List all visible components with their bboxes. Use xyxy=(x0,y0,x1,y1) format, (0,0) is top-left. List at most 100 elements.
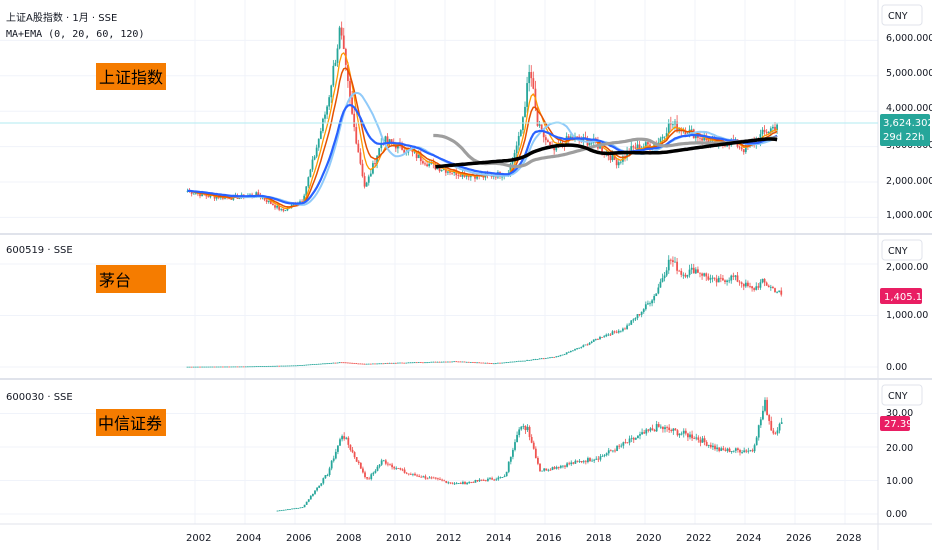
candle-body xyxy=(422,161,424,164)
price-label-bg[interactable] xyxy=(880,288,922,304)
indicator-legend[interactable]: MA+EMA (0, 20, 60, 120) xyxy=(6,29,144,40)
candle-body xyxy=(494,363,497,365)
candle-body xyxy=(740,282,743,284)
candle-body xyxy=(544,137,547,141)
candle-body xyxy=(215,196,218,199)
candle-body xyxy=(424,476,427,479)
candle-body xyxy=(597,458,600,460)
candle-body xyxy=(340,27,343,36)
symbol-title[interactable]: 上证A股指数 · 1月 · SSE xyxy=(6,11,117,24)
candle-body xyxy=(682,274,685,276)
candle-body xyxy=(409,362,412,364)
candle-body xyxy=(551,357,553,358)
candle-body xyxy=(765,282,768,286)
candle-body xyxy=(509,361,512,363)
candle-body xyxy=(622,442,625,446)
candle-body xyxy=(201,366,203,368)
candle-body xyxy=(553,467,556,469)
candle-body xyxy=(601,455,604,457)
candle-body xyxy=(420,476,423,478)
candle-body xyxy=(428,477,431,479)
candle-body xyxy=(512,449,514,457)
candle-body xyxy=(509,163,512,174)
x-tick-label: 2012 xyxy=(436,533,461,544)
candle-body xyxy=(659,426,662,428)
symbol-title[interactable]: 600030 · SSE xyxy=(6,392,73,403)
candle-body xyxy=(574,460,577,464)
candle-body xyxy=(726,144,728,147)
candle-body xyxy=(555,467,558,469)
candle-body xyxy=(759,419,762,426)
candle-body xyxy=(207,196,210,198)
candle-body xyxy=(484,362,487,364)
candle-body xyxy=(384,460,387,464)
x-tick-label: 2016 xyxy=(536,533,561,544)
candle-body xyxy=(684,130,687,135)
countdown-label: 29d 22h xyxy=(883,132,924,143)
candle-body xyxy=(415,362,418,364)
candle-body xyxy=(513,361,516,363)
candle-body xyxy=(234,366,237,368)
candle-body xyxy=(355,457,358,462)
candle-body xyxy=(562,465,564,467)
currency-badge[interactable] xyxy=(881,4,923,26)
candle-body xyxy=(569,136,572,139)
currency-label: CNY xyxy=(888,391,908,402)
candle-body xyxy=(716,447,718,450)
candle-body xyxy=(517,360,520,362)
candle-body xyxy=(444,169,447,173)
candle-body xyxy=(488,363,491,364)
candle-body xyxy=(267,365,270,367)
y-tick-label: 6,000.0000 xyxy=(886,33,932,44)
candle-body xyxy=(332,458,335,461)
candle-body xyxy=(263,197,266,200)
candle-body xyxy=(620,445,623,447)
candle-body xyxy=(464,481,466,485)
candle-body xyxy=(407,473,410,475)
candle-body xyxy=(511,361,514,363)
candle-body xyxy=(274,365,276,367)
candle-body xyxy=(388,362,391,364)
price-label-bg[interactable] xyxy=(880,416,910,431)
currency-badge[interactable] xyxy=(881,239,923,261)
candle-body xyxy=(317,363,320,365)
candle-body xyxy=(322,118,324,132)
candle-body xyxy=(292,365,295,367)
candle-body xyxy=(580,347,583,348)
candle-body xyxy=(393,467,396,469)
candle-body xyxy=(764,399,766,411)
candle-body xyxy=(305,186,308,196)
candle-body xyxy=(605,334,608,337)
candle-body xyxy=(747,450,750,452)
candle-body xyxy=(609,450,612,452)
candle-body xyxy=(582,461,585,463)
candle-body xyxy=(476,362,478,364)
candle-body xyxy=(242,366,245,368)
candle-body xyxy=(486,362,489,364)
candle-body xyxy=(322,478,325,484)
candle-body xyxy=(382,363,385,365)
candle-body xyxy=(780,290,783,295)
candle-body xyxy=(661,278,664,282)
candle-body xyxy=(428,362,431,363)
candle-body xyxy=(612,450,614,452)
candle-body xyxy=(322,363,324,365)
candle-body xyxy=(495,479,498,481)
candle-body xyxy=(278,510,281,512)
symbol-title[interactable]: 600519 · SSE xyxy=(6,245,73,256)
candle-body xyxy=(667,123,670,134)
candle-body xyxy=(205,366,208,368)
candle-body xyxy=(482,480,485,482)
candle-body xyxy=(645,429,648,434)
candle-body xyxy=(253,366,256,368)
candle-body xyxy=(666,427,668,429)
candle-body xyxy=(751,286,753,289)
currency-badge[interactable] xyxy=(881,384,923,406)
candle-body xyxy=(699,137,701,139)
x-tick-label: 2008 xyxy=(336,533,361,544)
price-label-bg[interactable] xyxy=(880,114,930,146)
candle-body xyxy=(405,472,408,474)
candle-body xyxy=(437,478,439,480)
candle-body xyxy=(366,477,368,479)
